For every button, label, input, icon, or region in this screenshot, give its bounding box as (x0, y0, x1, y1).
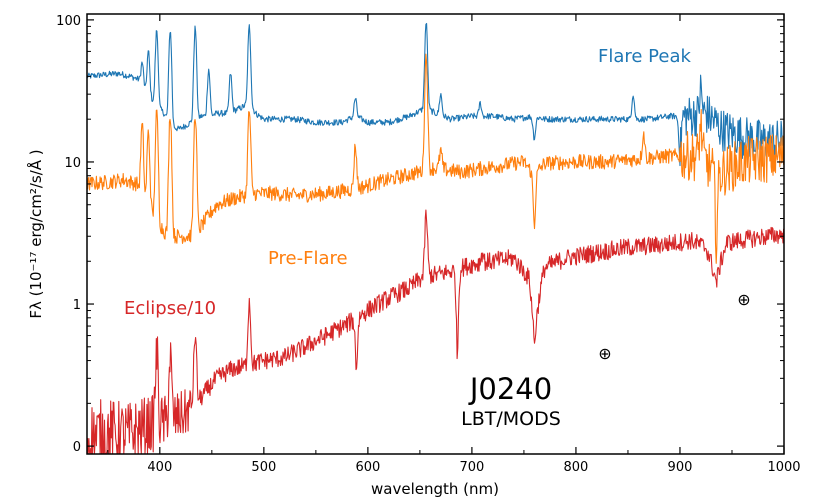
series-label-eclipse: Eclipse/10 (124, 298, 216, 319)
telluric-marker-760: ⊕ (598, 344, 611, 363)
series-line-eclipse-10 (86, 209, 785, 454)
y-tick-label-0: 0 (73, 440, 81, 455)
telluric-marker-935: ⊕ (737, 290, 750, 309)
x-tick-label-900: 900 (668, 460, 693, 475)
x-tick-label-600: 600 (355, 460, 380, 475)
series-label-flare-peak: Flare Peak (598, 46, 692, 67)
y-axis-label: Fλ (10⁻¹⁷ erg/cm²/s/Å ) (26, 149, 45, 318)
x-axis-label: wavelength (nm) (371, 480, 499, 498)
y-tick-label-1: 1 (73, 298, 81, 313)
series-label-pre-flare: Pre-Flare (268, 248, 348, 269)
tick-layer: 400 500 600 700 800 900 1000 0 1 10 100 (56, 14, 800, 475)
x-tick-label-700: 700 (459, 460, 484, 475)
y-tick-label-3: 100 (56, 14, 81, 29)
instrument-name: LBT/MODS (461, 408, 561, 430)
target-name: J0240 (468, 372, 552, 406)
x-tick-label-800: 800 (564, 460, 589, 475)
series-line-flare-peak (86, 22, 785, 167)
x-tick-label-500: 500 (251, 460, 276, 475)
x-tick-label-400: 400 (147, 460, 172, 475)
series-line-pre-flare (86, 53, 785, 264)
series-layer (86, 22, 785, 454)
y-tick-label-2: 10 (64, 156, 81, 171)
x-tick-label-1000: 1000 (767, 460, 800, 475)
plot-frame (86, 13, 785, 455)
